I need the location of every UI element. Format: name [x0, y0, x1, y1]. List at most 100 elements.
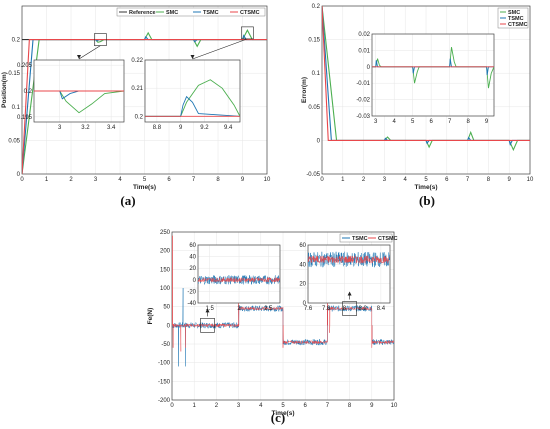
x-tick-label: 9: [179, 125, 183, 131]
zoom-arrow: [78, 45, 101, 60]
x-tick-label: 8: [487, 177, 491, 183]
legend-label-reference: Reference: [129, 10, 156, 16]
y-tick-label: 40: [189, 255, 196, 261]
inset-background: [372, 34, 494, 116]
zoom-arrowhead: [347, 291, 352, 296]
x-tick-label: 6: [304, 403, 308, 409]
x-tick-label: 10: [391, 403, 398, 409]
x-tick-label: 0: [170, 403, 174, 409]
x-tick-label: 10: [527, 177, 534, 183]
y-tick-label: 0.05: [8, 138, 20, 144]
subfigure-b: 0 1 2 3 4 5 6 7 8 9 10-0.0500.050.10.150.2Time(s)E…: [301, 4, 534, 208]
figure-caption: (a): [120, 193, 135, 208]
y-tick-label: 0.05: [308, 105, 320, 111]
y-tick-label: -0.02: [356, 98, 370, 104]
y-tick-label: 0.22: [131, 58, 143, 64]
x-tick-label: 0: [320, 177, 324, 183]
x-tick-label: 3: [94, 177, 98, 183]
x-tick-label: 2: [237, 306, 241, 312]
y-tick-label: 0: [167, 323, 171, 329]
y-tick-label: 200: [160, 249, 171, 255]
x-tick-label: 10: [264, 177, 271, 183]
x-tick-label: 8.4: [377, 306, 386, 312]
y-tick-label: 40: [299, 262, 306, 268]
inset-background: [145, 60, 240, 122]
x-tick-label: 7: [466, 177, 470, 183]
x-tick-label: 9: [508, 177, 512, 183]
plot-frame: [197, 244, 281, 304]
y-axis-label: Position(m): [1, 72, 8, 108]
plot-frame: [171, 231, 395, 401]
legend-label-tsmc: TSMC: [203, 10, 219, 16]
figure-caption: (c): [271, 410, 285, 425]
x-tick-label: 8.8: [153, 125, 162, 131]
x-tick-label: 3: [383, 177, 387, 183]
y-tick-label: 60: [299, 243, 306, 249]
zoom-arrow: [192, 38, 248, 60]
x-tick-label: 9.2: [200, 125, 209, 131]
y-tick-label: 0: [367, 65, 371, 71]
x-tick-label: 3: [237, 403, 241, 409]
y-tick-label: 0: [303, 301, 307, 307]
legend-label-ctsmc: CTSMC: [378, 236, 398, 242]
x-axis-label: Time(s): [133, 184, 156, 191]
x-tick-label: 6: [429, 119, 433, 125]
series-line-ctsmc: [22, 39, 267, 174]
x-tick-label: 6: [167, 177, 171, 183]
figure-caption: (b): [419, 193, 435, 208]
x-tick-label: 1: [341, 177, 345, 183]
inset-series-ctsmc: [198, 276, 280, 283]
inset-series-ctsmc: [308, 255, 390, 264]
x-tick-label: 7.6: [304, 306, 313, 312]
y-tick-label: 0.195: [17, 115, 33, 121]
inset-plot: 1.5 2 2.5 -40 -20 0 20 40 60: [187, 243, 281, 312]
x-tick-label: 6: [445, 177, 449, 183]
y-tick-label: 0: [17, 172, 21, 178]
x-tick-label: 2: [69, 177, 73, 183]
x-tick-label: 8: [348, 403, 352, 409]
y-tick-label: 0.205: [17, 63, 33, 69]
y-tick-label: 0.2: [12, 38, 21, 44]
y-tick-label: 0.2: [135, 114, 144, 120]
y-axis-label: Error(m): [301, 77, 308, 103]
y-tick-label: 150: [160, 267, 171, 273]
y-tick-label: 100: [160, 286, 171, 292]
legend-label-tsmc: TSMC: [508, 16, 524, 22]
y-tick-label: -20: [187, 289, 196, 295]
x-tick-label: 4: [259, 403, 263, 409]
plot-frame: [144, 59, 241, 123]
x-axis-label: Time(s): [272, 410, 295, 417]
plot-frame: [307, 244, 391, 304]
y-tick-label: 0.2: [312, 4, 321, 10]
y-tick-label: 0.02: [358, 32, 370, 38]
x-tick-label: 3.4: [107, 125, 116, 131]
legend-label-smc: SMC: [508, 10, 520, 16]
subfigure-a: 0 1 2 3 4 5 6 7 8 9 10 0 0.05 0.1 0.15 0.2 Time(s) Positi…: [1, 5, 271, 208]
x-tick-label: 1.5: [206, 306, 215, 312]
plot-frame: [21, 5, 268, 175]
x-tick-label: 7: [448, 119, 452, 125]
y-tick-label: -100: [158, 361, 171, 367]
x-tick-label: 4: [393, 119, 397, 125]
x-tick-label: 8: [343, 306, 347, 312]
x-tick-label: 2: [215, 403, 219, 409]
inset-plot: 8.8 9 9.2 9.4 0.2 0.21 0.22: [131, 58, 241, 131]
x-tick-label: 3: [374, 119, 378, 125]
x-tick-label: 4: [118, 177, 122, 183]
zoom-marker-box: [200, 318, 215, 333]
x-tick-label: 9: [370, 403, 374, 409]
inset-plot: 3 4 5 6 7 8 9 -0.03 -0.02 -0.01 0 0.01 0.02: [356, 32, 495, 125]
subfigure-c: 0 1 2 3 4 5 6 7 8 9 10-200-150-100-500501001502002…: [147, 230, 398, 425]
y-tick-label: -50: [161, 342, 170, 348]
x-tick-label: 4: [404, 177, 408, 183]
x-tick-label: 9: [241, 177, 245, 183]
zoom-arrowhead: [77, 55, 81, 59]
x-tick-label: 9.4: [224, 125, 233, 131]
x-tick-label: 9: [485, 119, 489, 125]
x-tick-label: 5: [281, 403, 285, 409]
y-tick-label: -0.05: [306, 172, 320, 178]
legend-label-ctsmc: CTSMC: [240, 10, 260, 16]
x-tick-label: 2: [362, 177, 366, 183]
zoom-arrowhead: [205, 308, 210, 313]
